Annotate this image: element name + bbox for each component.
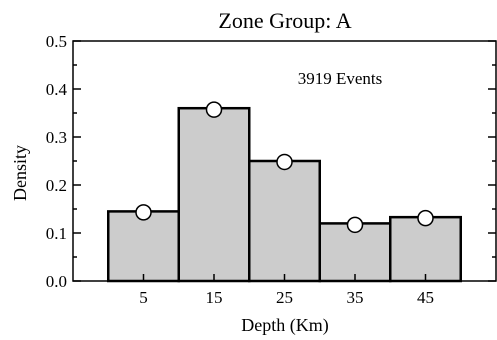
bar-45 <box>389 215 462 283</box>
marker-25 <box>276 153 293 171</box>
bar-25 <box>248 159 321 283</box>
x-tick-label-25: 25 <box>276 288 293 307</box>
marker-35 <box>346 216 364 234</box>
x-tick-label-5: 5 <box>139 288 148 307</box>
bar-15 <box>177 106 251 283</box>
marker-5 <box>135 204 152 221</box>
y-tick-label-0.5: 0.5 <box>46 32 67 51</box>
x-tick-label-45: 45 <box>417 288 434 307</box>
y-tick-label-0.4: 0.4 <box>46 80 68 99</box>
x-axis-label: Depth (Km) <box>241 315 328 336</box>
marker-15 <box>205 101 223 118</box>
y-tick-label-0.0: 0.0 <box>46 272 67 291</box>
y-tick-label-0.2: 0.2 <box>46 176 67 195</box>
y-tick-label-0.1: 0.1 <box>46 224 67 243</box>
bar-5 <box>107 210 180 283</box>
y-axis-label: Density <box>10 145 30 201</box>
y-tick-label-0.3: 0.3 <box>46 128 67 147</box>
chart-title: Zone Group: A <box>218 8 351 33</box>
x-tick-label-35: 35 <box>347 288 364 307</box>
marker-45 <box>417 209 434 227</box>
annotation-label: 3919 Events <box>298 69 383 88</box>
x-tick-label-15: 15 <box>206 288 223 307</box>
